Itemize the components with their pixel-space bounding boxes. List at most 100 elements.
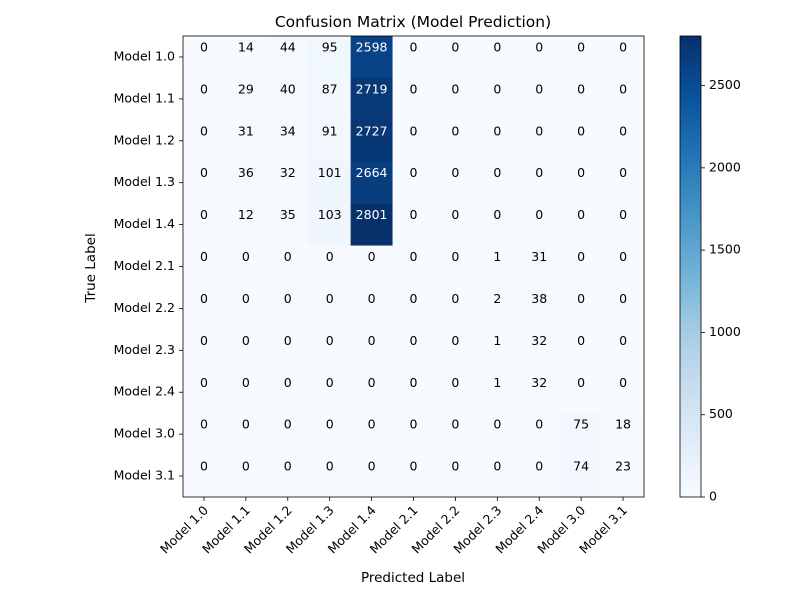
- cell-value-label: 0: [200, 40, 208, 55]
- cell-value-label: 0: [451, 333, 459, 348]
- heatmap-cell: [392, 329, 436, 372]
- heatmap-cell: [350, 245, 394, 289]
- heatmap-cell: [224, 329, 268, 372]
- heatmap-cell: [434, 203, 477, 247]
- heatmap-cell: [266, 455, 310, 498]
- heatmap-cell: [518, 119, 561, 163]
- heatmap-cell: [560, 203, 603, 247]
- heatmap-cell: [183, 203, 226, 247]
- heatmap-cell: [560, 455, 603, 498]
- y-axis-ticks: Model 1.0 Model 1.1 Model 1.2 Model 1.3 Mode…: [114, 48, 183, 483]
- cell-value-label: 0: [242, 333, 250, 348]
- cell-value-label: 0: [368, 375, 376, 390]
- heatmap-cell: [560, 329, 603, 372]
- heatmap-cell: [224, 371, 268, 414]
- y-axis-label: True Label: [83, 233, 99, 303]
- cell-value-label: 0: [410, 40, 418, 55]
- cell-value-label: 0: [493, 123, 501, 138]
- heatmap-cell: [560, 77, 603, 121]
- heatmap-cell: [392, 287, 436, 330]
- cell-value-label: 31: [238, 123, 254, 138]
- heatmap-cell: [266, 161, 310, 205]
- heatmap-cell: [518, 36, 561, 79]
- cell-value-label: 0: [577, 207, 585, 222]
- y-tick-label: Model 3.1: [114, 468, 175, 483]
- heatmap-cell: [602, 287, 645, 330]
- heatmap-cell: [476, 245, 519, 289]
- heatmap-cell: [183, 119, 226, 163]
- cell-value-label: 29: [238, 81, 254, 96]
- colorbar-tick-label: 500: [709, 406, 733, 421]
- heatmap-cell: [392, 413, 436, 456]
- cell-value-label: 1: [493, 333, 501, 348]
- heatmap-cell: [266, 245, 310, 289]
- heatmap-cell: [392, 371, 436, 414]
- heatmap-cell: [350, 371, 394, 414]
- cell-value-label: 0: [200, 375, 208, 390]
- heatmap-cell: [518, 161, 561, 205]
- cell-value-label: 0: [242, 375, 250, 390]
- heatmap-cell: [224, 203, 268, 247]
- cell-value-label: 0: [410, 165, 418, 180]
- cell-value-label: 0: [451, 81, 459, 96]
- heatmap-cell: [308, 119, 352, 163]
- y-tick-label: Model 1.2: [114, 132, 175, 147]
- heatmap-cell: [350, 413, 394, 456]
- cell-value-label: 0: [619, 81, 627, 96]
- heatmap-cell: [560, 413, 603, 456]
- cell-value-label: 0: [326, 459, 334, 474]
- cell-value-label: 0: [535, 123, 543, 138]
- cell-value-label: 0: [284, 375, 292, 390]
- heatmap-cell: [560, 36, 603, 79]
- cell-value-label: 0: [368, 291, 376, 306]
- cell-value-label: 0: [242, 417, 250, 432]
- heatmap-cell: [266, 77, 310, 121]
- heatmap-cell: [308, 329, 352, 372]
- heatmap-cell: [266, 36, 310, 79]
- heatmap-cell: [392, 245, 436, 289]
- cell-value-label: 32: [531, 333, 547, 348]
- cell-value-label: 0: [326, 375, 334, 390]
- heatmap-cell: [224, 161, 268, 205]
- heatmap-cell: [434, 77, 477, 121]
- heatmap-cell: [392, 161, 436, 205]
- cell-value-label: 0: [535, 165, 543, 180]
- cell-value-label: 0: [535, 207, 543, 222]
- cell-value-label: 0: [200, 249, 208, 264]
- heatmap-cell: [476, 287, 519, 330]
- colorbar-tick-label: 0: [709, 489, 717, 504]
- heatmap-cell: [518, 287, 561, 330]
- cell-value-label: 36: [238, 165, 254, 180]
- heatmap-cell: [560, 371, 603, 414]
- heatmap-cell-labels: 0 14 44 95 2598 0 0 0 0 0 0 0 29 40 87 2719 0 0 0 0 0 0 0 31 34 9…: [200, 40, 631, 474]
- heatmap-cell: [392, 77, 436, 121]
- heatmap-cell: [602, 245, 645, 289]
- heatmap-cell: [602, 36, 645, 79]
- cell-value-label: 0: [326, 249, 334, 264]
- cell-value-label: 2664: [356, 165, 388, 180]
- heatmap-cell: [183, 371, 226, 414]
- cell-value-label: 0: [284, 417, 292, 432]
- heatmap-cell: [434, 287, 477, 330]
- cell-value-label: 0: [200, 81, 208, 96]
- colorbar: 0 500 1000 1500 2000 2500: [679, 35, 741, 504]
- heatmap-cell: [350, 455, 394, 498]
- cell-value-label: 18: [615, 417, 631, 432]
- cell-value-label: 0: [410, 249, 418, 264]
- heatmap-cell: [224, 287, 268, 330]
- cell-value-label: 23: [615, 459, 631, 474]
- cell-value-label: 0: [577, 81, 585, 96]
- cell-value-label: 0: [493, 40, 501, 55]
- cell-value-label: 0: [577, 123, 585, 138]
- heatmap-cell: [434, 245, 477, 289]
- heatmap-cell: [350, 161, 394, 205]
- cell-value-label: 0: [284, 333, 292, 348]
- cell-value-label: 40: [280, 81, 296, 96]
- heatmap-cell: [434, 455, 477, 498]
- heatmap-cell: [224, 77, 268, 121]
- heatmap-cell: [518, 245, 561, 289]
- cell-value-label: 0: [451, 207, 459, 222]
- cell-value-label: 0: [451, 417, 459, 432]
- heatmap-cell: [183, 329, 226, 372]
